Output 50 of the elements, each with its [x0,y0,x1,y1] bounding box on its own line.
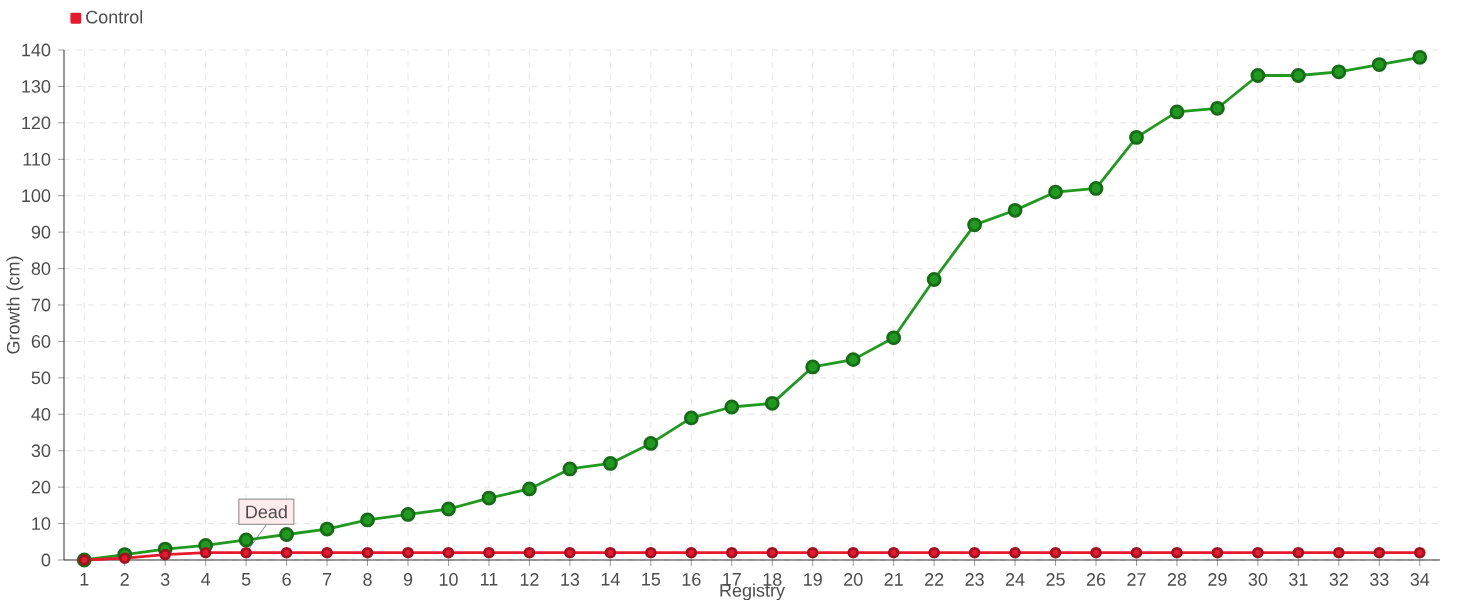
x-tick-label: 26 [1086,573,1106,586]
y-tick-label: 120 [22,116,51,130]
y-axis-title: Growth (cm) [6,256,24,354]
x-tick-label: 20 [844,573,863,586]
y-tick-label: 140 [22,43,51,57]
y-tick-label: 130 [22,80,51,93]
y-tick-label: 90 [31,225,51,239]
x-tick-label: 12 [520,573,539,586]
x-tick-label: 7 [322,573,332,586]
annotation: Dead [246,505,287,519]
x-tick-label: 16 [682,573,701,586]
y-tick-label: 110 [23,152,51,166]
x-tick-label: 10 [439,573,458,586]
y-tick-label: 0 [41,553,51,567]
x-tick-label: 15 [642,573,661,586]
x-tick-label: 27 [1127,573,1146,586]
x-tick-label: 28 [1167,573,1187,586]
y-tick-label: 10 [32,517,51,530]
x-tick-label: 33 [1369,573,1389,586]
x-tick-label: 22 [925,573,944,586]
x-tick-label: 5 [241,573,251,586]
x-tick-label: 30 [1248,573,1268,586]
y-tick-label: 20 [31,480,51,494]
x-tick-label: 6 [282,573,291,586]
x-tick-label: 19 [804,573,822,586]
x-tick-label: 23 [965,573,984,586]
x-tick-label: 2 [120,573,129,586]
legend-label: Control [86,10,143,24]
x-tick-label: 1 [80,573,89,586]
x-tick-label: 29 [1208,573,1227,586]
x-tick-label: 11 [480,573,498,586]
x-tick-label: 3 [160,573,170,586]
y-tick-label: 30 [31,444,51,458]
y-tick-label: 40 [31,407,51,421]
x-tick-label: 31 [1289,573,1308,586]
y-tick-label: 50 [31,371,51,385]
x-tick-label: 9 [403,573,413,586]
x-tick-label: 13 [561,573,580,586]
x-tick-label: 24 [1005,573,1025,586]
x-tick-label: 32 [1329,573,1348,586]
y-tick-label: 100 [22,189,51,203]
x-tick-label: 34 [1410,573,1430,586]
x-tick-label: 21 [884,573,903,586]
x-tick-label: 25 [1046,573,1065,586]
y-tick-label: 60 [31,335,51,348]
x-tick-label: 8 [363,573,372,586]
x-tick-label: 14 [601,573,620,586]
y-tick-label: 80 [31,262,51,275]
x-tick-label: 4 [201,573,211,586]
y-tick-label: 70 [31,298,51,312]
